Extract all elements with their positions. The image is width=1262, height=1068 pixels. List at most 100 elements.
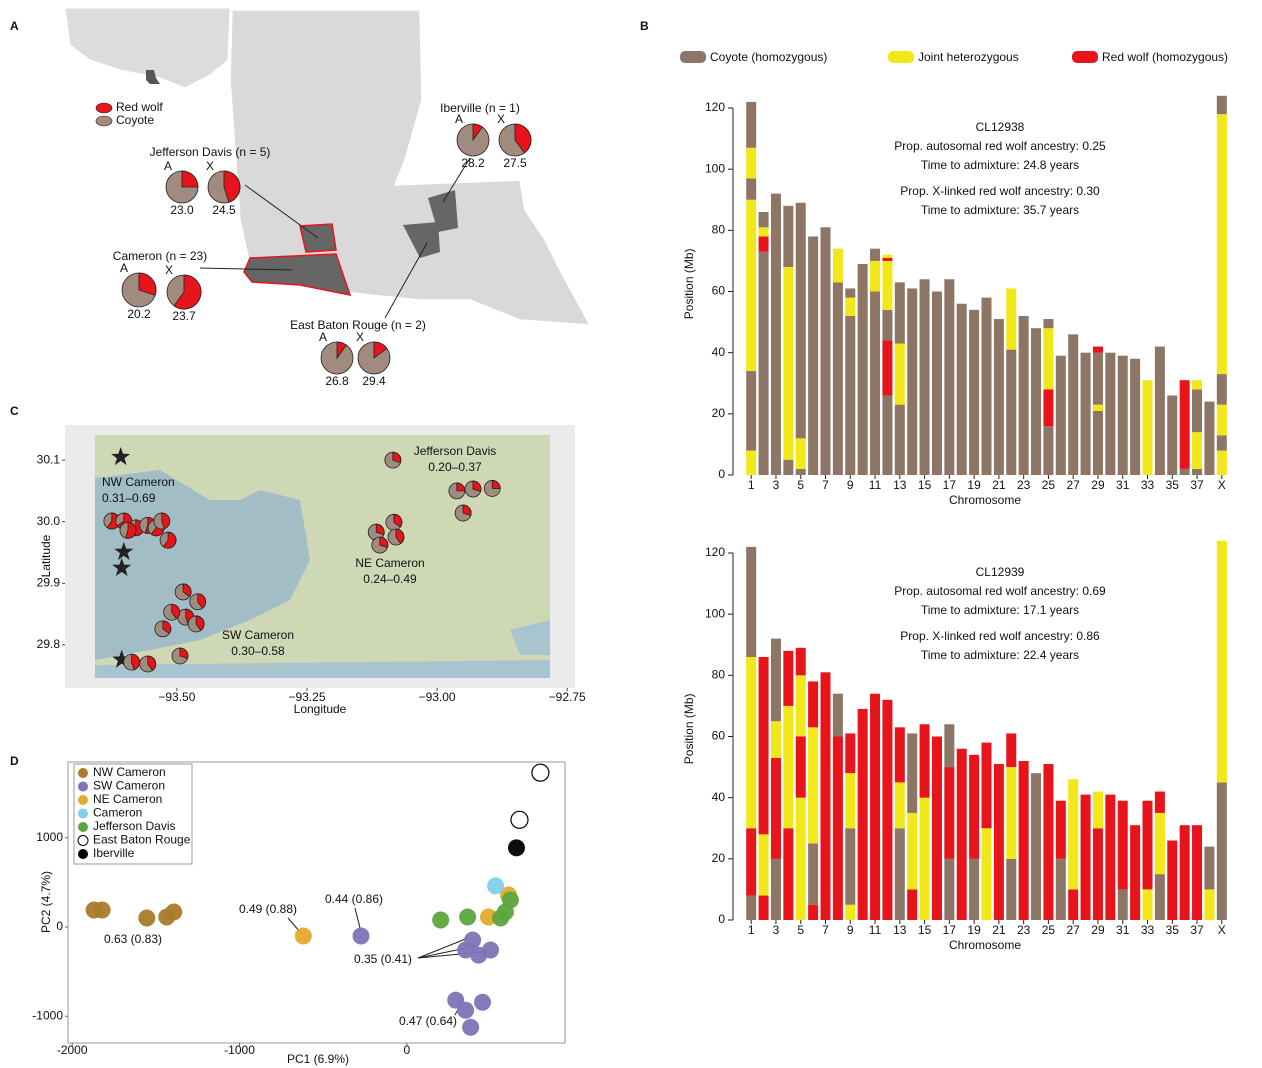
chart-title: CL12938 bbox=[976, 120, 1025, 134]
chromosome-tract bbox=[882, 310, 892, 341]
legend-marker bbox=[78, 795, 88, 805]
x-tick-label: 21 bbox=[992, 478, 1006, 492]
chromosome-tract bbox=[1217, 782, 1227, 920]
scatter-point bbox=[94, 901, 111, 918]
x-tick-label: 0 bbox=[404, 1043, 411, 1057]
scatter-point bbox=[464, 932, 481, 949]
chromosome-tract bbox=[957, 749, 967, 920]
chromosome-tract bbox=[796, 737, 806, 798]
region-label: NE Cameron bbox=[355, 556, 424, 570]
chromosome-tract bbox=[746, 657, 756, 828]
chromosome-tract bbox=[1130, 825, 1140, 920]
chromosome-tract bbox=[1006, 350, 1016, 475]
chromosome-tract bbox=[1118, 356, 1128, 475]
cameron-parish bbox=[244, 254, 350, 295]
chromosome-tract bbox=[746, 102, 756, 148]
admixture-time: 29.4 bbox=[362, 374, 386, 388]
y-tick-label: 80 bbox=[712, 223, 726, 237]
chromosome-tract bbox=[808, 905, 818, 920]
chromosome-tract bbox=[982, 298, 992, 475]
chromosome-tract bbox=[1031, 773, 1041, 920]
y-tick-label: -1000 bbox=[32, 1008, 63, 1022]
admixture-time: 23.7 bbox=[172, 309, 196, 323]
chromosome-tract bbox=[907, 733, 917, 813]
admixture-time: 28.2 bbox=[461, 156, 485, 170]
legend-label: Joint heterozygous bbox=[918, 50, 1019, 64]
chromosome-tract bbox=[1068, 334, 1078, 475]
x-tick-label: −93.50 bbox=[158, 690, 195, 704]
x-axis-label: Chromosome bbox=[949, 493, 1021, 507]
chromosome-tract bbox=[1056, 356, 1066, 475]
x-tick-label: 23 bbox=[1017, 478, 1031, 492]
chromosome-tract bbox=[1180, 380, 1190, 469]
legend-swatch bbox=[888, 51, 914, 63]
chromosome-tract bbox=[783, 651, 793, 706]
pie-label: A bbox=[455, 112, 463, 126]
panel-label: A bbox=[10, 19, 19, 33]
annotation: Time to admixture: 22.4 years bbox=[921, 648, 1079, 662]
x-tick-label: 9 bbox=[847, 923, 854, 937]
x-tick-label: 11 bbox=[869, 478, 882, 492]
chromosome-tract bbox=[808, 844, 818, 905]
chromosome-tract bbox=[1118, 801, 1128, 890]
x-tick-label: 3 bbox=[773, 923, 780, 937]
chromosome-tract bbox=[1006, 767, 1016, 859]
chromosome-tract bbox=[746, 200, 756, 371]
x-tick-label: 37 bbox=[1190, 923, 1204, 937]
chromosome-tract bbox=[907, 288, 917, 475]
chromosome-tract bbox=[783, 206, 793, 267]
y-tick-label: 60 bbox=[712, 729, 726, 743]
chromosome-tract bbox=[808, 681, 818, 727]
region-range: 0.24–0.49 bbox=[363, 572, 417, 586]
chromosome-tract bbox=[870, 249, 880, 261]
chromosome-tract bbox=[994, 764, 1004, 920]
chromosome-tract bbox=[808, 236, 818, 475]
chromosome-tract bbox=[759, 236, 769, 251]
chromosome-tract bbox=[845, 905, 855, 920]
x-axis-label: PC1 (6.9%) bbox=[287, 1052, 349, 1066]
legend-marker bbox=[78, 782, 88, 792]
chromosome-tract bbox=[759, 657, 769, 834]
legend-label: Coyote (homozygous) bbox=[710, 50, 827, 64]
chromosome-tract bbox=[1217, 114, 1227, 374]
x-tick-label: 1 bbox=[748, 478, 755, 492]
chromosome-tract bbox=[1204, 402, 1214, 475]
legend-marker bbox=[78, 836, 88, 846]
region-label: SW Cameron bbox=[222, 628, 294, 642]
chromosome-tract bbox=[882, 700, 892, 920]
panel-label: B bbox=[640, 19, 649, 33]
chromosome-tract bbox=[1180, 825, 1190, 920]
chromosome-tract bbox=[1217, 96, 1227, 114]
y-axis-label: Position (Mb) bbox=[682, 249, 696, 320]
chromosome-tract bbox=[833, 282, 843, 475]
y-tick-label: 120 bbox=[705, 100, 725, 114]
x-tick-label: 25 bbox=[1042, 923, 1056, 937]
chromosome-tract bbox=[796, 675, 806, 736]
x-tick-label: −93.00 bbox=[419, 690, 456, 704]
annotation: Prop. autosomal red wolf ancestry: 0.69 bbox=[894, 584, 1106, 598]
pie-label: A bbox=[164, 159, 172, 173]
annotation: Prop. X-linked red wolf ancestry: 0.30 bbox=[900, 184, 1100, 198]
chromosome-tract bbox=[882, 340, 892, 395]
annotation: Time to admixture: 17.1 years bbox=[921, 603, 1079, 617]
x-axis-label: Chromosome bbox=[949, 938, 1021, 952]
chromosome-tract bbox=[1043, 764, 1053, 920]
y-tick-label: 80 bbox=[712, 668, 726, 682]
annotation: Time to admixture: 24.8 years bbox=[921, 158, 1079, 172]
chromosome-tract bbox=[821, 227, 831, 475]
admixture-time: 23.0 bbox=[170, 203, 194, 217]
pie-label: X bbox=[497, 112, 505, 126]
x-tick-label: 7 bbox=[822, 478, 829, 492]
chromosome-tract bbox=[1217, 451, 1227, 475]
chromosome-tract bbox=[932, 292, 942, 476]
legend-marker bbox=[78, 768, 88, 778]
chromosome-tract bbox=[1155, 347, 1165, 475]
pie-label: X bbox=[356, 330, 364, 344]
chromosome-tract bbox=[1217, 405, 1227, 436]
chromosome-tract bbox=[771, 859, 781, 920]
y-axis-label: Position (Mb) bbox=[682, 694, 696, 765]
region-label: NW Cameron bbox=[102, 475, 175, 489]
y-axis-label: Latitude bbox=[39, 534, 53, 577]
chromosome-tract bbox=[858, 709, 868, 920]
legend-label: Iberville bbox=[93, 846, 135, 860]
